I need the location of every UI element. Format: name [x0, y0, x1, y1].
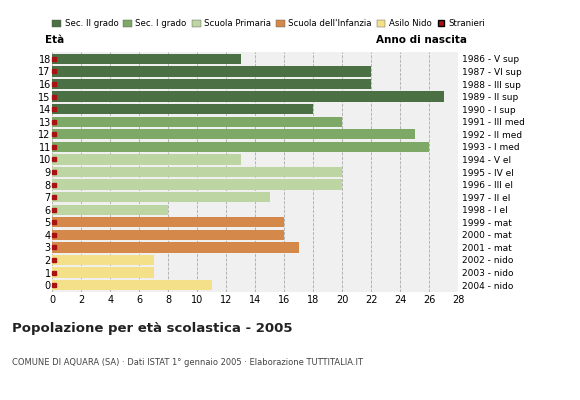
Bar — [52, 66, 371, 77]
Bar — [52, 280, 212, 290]
Bar — [52, 129, 415, 140]
Bar — [52, 192, 270, 202]
Bar — [52, 142, 429, 152]
Bar — [52, 167, 342, 177]
Legend: Sec. II grado, Sec. I grado, Scuola Primaria, Scuola dell'Infanzia, Asilo Nido, : Sec. II grado, Sec. I grado, Scuola Prim… — [52, 20, 485, 28]
Bar — [52, 267, 154, 278]
Bar — [52, 204, 168, 215]
Text: Popolazione per età scolastica - 2005: Popolazione per età scolastica - 2005 — [12, 322, 292, 335]
Bar — [52, 255, 154, 265]
Text: Età: Età — [45, 35, 64, 45]
Bar — [52, 217, 284, 228]
Bar — [52, 230, 284, 240]
Bar — [52, 92, 444, 102]
Bar — [52, 180, 342, 190]
Bar — [52, 242, 299, 252]
Bar — [52, 154, 241, 164]
Bar — [52, 54, 241, 64]
Text: Anno di nascita: Anno di nascita — [376, 35, 467, 45]
Bar — [52, 104, 313, 114]
Text: COMUNE DI AQUARA (SA) · Dati ISTAT 1° gennaio 2005 · Elaborazione TUTTITALIA.IT: COMUNE DI AQUARA (SA) · Dati ISTAT 1° ge… — [12, 358, 362, 367]
Bar — [52, 79, 371, 89]
Bar — [52, 116, 342, 127]
